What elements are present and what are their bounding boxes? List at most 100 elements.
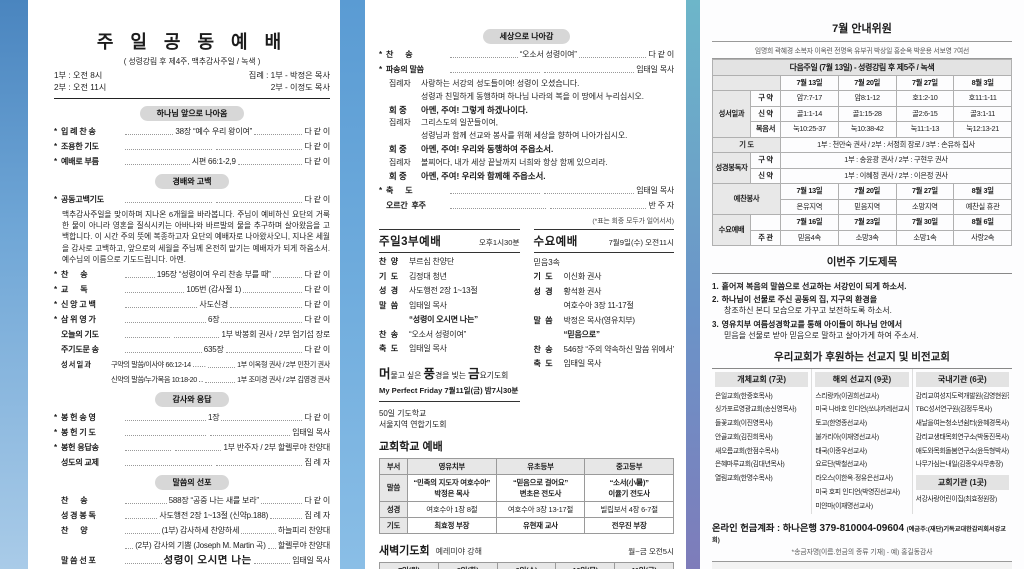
presider-1: 집례 : 1부 - 박정은 목사 bbox=[248, 71, 330, 80]
weekly-prayer-list: 1. 흩어져 복음의 말씀으로 선교하는 서강인이 되게 하소서. 2. 하나님이 … bbox=[712, 273, 1012, 341]
next-week-table: 다음주일 (7월 13일) - 성령강림 후 제5주 / 녹색 7월 13일 7… bbox=[712, 59, 1012, 246]
sending-rows: * 찬 송 “오소서 성령이여” 다 같 이 * 파송의 말씀 임태일 목사 bbox=[379, 49, 674, 75]
weekly-prayer-title: 이번주 기도제목 bbox=[826, 256, 898, 268]
service-item: 기 도 김정대 청년 bbox=[379, 271, 447, 281]
bulletin-page-services: 세상으로 나아감 * 찬 송 “오소서 성령이여” 다 같 이 * 파송의 말씀 임태일 목… bbox=[365, 0, 686, 569]
mission-item: 감리교여성지도력개발원(김영현원장) bbox=[915, 392, 1009, 400]
prayer-item: 1. 흩어져 복음의 말씀으로 선교하는 서강인이 되게 하소서. bbox=[712, 281, 907, 291]
offering-note: *송금자명[이름.헌금의 종류 기재] - 예) 홍길동감사 bbox=[791, 548, 933, 556]
liturgy-row: 주기도문 송 635장 다 같 이 bbox=[61, 345, 330, 355]
mission-item: 애도와목회돌봄연구소(윤득형박사) bbox=[915, 447, 1009, 455]
service-item: “성령이 오시면 나는” bbox=[409, 315, 478, 325]
page-subtitle: ( 성령강림 후 제4주, 맥추감사주일 / 녹색 ) bbox=[123, 57, 261, 66]
litany-line: 회 중 아멘, 주여! 그렇게 하겠나이다. bbox=[389, 105, 528, 116]
opening-rows: * 입 례 찬 송 38장 “예수 우리 왕이여” 다 같 이 * 조용한 기도 다 같 이… bbox=[54, 126, 330, 167]
mission-item: 새오름교회(한점수목사) bbox=[715, 447, 779, 455]
page-title: 주 일 공 동 예 배 bbox=[96, 32, 288, 52]
liturgy-row: * 조용한 기도 다 같 이 bbox=[54, 142, 330, 151]
litany-line: 회 중 아멘, 주여! 우리와 동행하여 주옵소서. bbox=[389, 144, 554, 155]
service-item: 찬 송 “오소서 성령이여” bbox=[379, 329, 467, 339]
ushers-title: 7월 안내위원 bbox=[832, 23, 892, 35]
liturgy-row: * 봉 헌 기 도 임태일 목사 bbox=[54, 428, 330, 438]
section-badge: 경배와 고백 bbox=[155, 174, 229, 189]
missions-domestic: 국내기관 (6곳) 감리교여성지도력개발원(김영현원장) TBC성서연구원(김정두… bbox=[911, 368, 1012, 514]
worship-header: 주 일 공 동 예 배 ( 성령강림 후 제4주, 맥추감사주일 / 녹색 ) … bbox=[54, 28, 330, 99]
litany-line: 집례자 사랑하는 서강의 성도들이여! 성령이 오셨습니다. bbox=[389, 79, 580, 88]
wednesday-host-group: 믿음3속 bbox=[533, 258, 561, 268]
prayer-school-note: 50일 기도학교 서울지역 연합기도회 bbox=[379, 408, 447, 429]
mission-item: 안골교회(김진희목사) bbox=[715, 433, 773, 441]
service-item: 축 도 임태일 목사 bbox=[533, 359, 602, 369]
liturgy-row: 성 서 일 과 구약의 말씀/이사야 66:12-14 …… 1부 이옥형 권사 /… bbox=[61, 360, 330, 370]
liturgy-row: 신약의 말씀/누가복음 10:18-20 ‥ 1부 조미경 권사 / 2부 김영경… bbox=[111, 375, 330, 385]
confession-text: 맥추감사주일을 맞이하며 지나온 6개월을 바라봅니다. 주님이 예비하신 요단… bbox=[62, 210, 330, 264]
litany-line: 성령님과 함께 선교와 봉사를 위해 세상을 향하여 나아가십시오. bbox=[421, 131, 628, 141]
mission-item: 열림교회(한명수목사) bbox=[715, 475, 773, 483]
liturgy-row: 찬 송 588장 “공중 나는 새를 보라” 다 같 이 bbox=[61, 496, 330, 506]
third-service-title: 주일3부예배 bbox=[379, 236, 442, 249]
confession-row: * 공동고백기도 다 같 이 bbox=[54, 194, 330, 205]
wednesday-service-time: 7월9일(수) 오전11시 bbox=[608, 238, 674, 248]
mission-item: 미얀마(이재명선교사) bbox=[815, 502, 873, 510]
liturgy-row: 성 경 봉 독 사도행전 2장 1~13절 (신약p.188) 집 례 자 bbox=[61, 511, 330, 521]
dawn-prayer-header: 새벽기도회 예레미야 강해 월~금 오전5시 bbox=[379, 542, 674, 558]
prayer-item: 2. 하나님이 선물로 주신 공동의 집, 지구의 환경을 창조하신 본디 모습으… bbox=[712, 295, 892, 315]
liturgy-row: * 파송의 말씀 임태일 목사 bbox=[379, 65, 674, 74]
section-badge: 세상으로 나아감 bbox=[482, 29, 571, 44]
service-item: 축 도 임태일 목사 bbox=[379, 344, 447, 354]
service-time-1: 1부 : 오전 8시 bbox=[54, 71, 103, 80]
worship-rows: * 찬 송 195장 “성령이여 우리 찬송 부를 때” 다 같 이 * 교 독 105번 … bbox=[54, 269, 330, 385]
offering-rows: * 봉 헌 송 영 1장 다 같 이 * 봉 헌 기 도 임태일 목사 * 봉헌 응답송 1부 반… bbox=[54, 412, 330, 468]
service-item: 성 경 황석환 권사 bbox=[533, 286, 602, 296]
liturgy-row: 오르간 후주 반 주 자 bbox=[386, 201, 674, 211]
service-item: 찬 양 부르심 찬양단 bbox=[379, 257, 454, 267]
dawn-prayer-time: 월~금 오전5시 bbox=[628, 546, 674, 556]
third-service-time: 오후1시30분 bbox=[478, 238, 520, 248]
missions-table: 개체교회 (7곳) 은일교회(한중호목사) 싱가포르영광교회(송신영목사) 들꽃교회… bbox=[712, 367, 1012, 514]
standing-note: (*표는 회중 모두가 일어서서) bbox=[592, 218, 674, 226]
section-badge: 하나님 앞으로 나아옴 bbox=[139, 106, 245, 121]
friday-prayer-meeting: 머물고 싶은 풍경을 빚는 금요기도회 My Perfect Friday 7월… bbox=[379, 363, 520, 402]
mission-item: 은일교회(한중호목사) bbox=[715, 392, 773, 400]
section-badge: 말씀의 선포 bbox=[155, 475, 229, 491]
left-edge-gradient bbox=[0, 0, 28, 569]
mission-item: 불가리아(이재영선교사) bbox=[815, 433, 879, 441]
account-holder: (예금주:(재단)기독교대한감리회서강교회) bbox=[712, 525, 1006, 544]
missions-title: 우리교회가 후원하는 선교지 및 비전교회 bbox=[774, 350, 950, 363]
service-item: 성 경 사도행전 2장 1~13절 bbox=[379, 286, 478, 296]
mission-item: TBC성서연구원(김정두목사) bbox=[915, 406, 992, 414]
page-divider-gradient-purple bbox=[686, 0, 700, 569]
bulletin-page-worship-order: 주 일 공 동 예 배 ( 성령강림 후 제4주, 맥추감사주일 / 녹색 ) … bbox=[28, 0, 340, 569]
section-badge: 감사와 응답 bbox=[155, 392, 229, 408]
liturgy-row: * 공동고백기도 다 같 이 bbox=[54, 195, 330, 204]
liturgy-row: 성도의 교제 집 례 자 bbox=[61, 458, 330, 468]
mission-item: 라오스(이한옥·정유은선교사) bbox=[815, 475, 893, 483]
service-item: 말 씀 박정은 목사(영유치부) bbox=[533, 315, 636, 325]
wednesday-service-title: 수요예배 bbox=[533, 236, 578, 249]
offering-account: 온라인 헌금계좌 : 하나은행 379-810004-09604 (예금주:(재… bbox=[712, 522, 1006, 544]
church-school-table: 부서 영유치부 유초등부 중고등부 말씀 “민족의 지도자 여호수아” 박정은 목… bbox=[379, 457, 674, 534]
litany-line: 집례자 그리스도의 일꾼들이여, bbox=[389, 118, 498, 128]
dawn-prayer-series: 예레미야 강해 bbox=[435, 546, 482, 556]
service-times: 1부 : 오전 8시 2부 : 오전 11시 집례 : 1부 - 박정은 목사 … bbox=[54, 70, 330, 99]
liturgy-row: * 신 앙 고 백 사도신경 다 같 이 bbox=[54, 300, 330, 310]
service-time-2: 2부 : 오전 11시 bbox=[54, 83, 107, 92]
litany-line: 성령과 친밀하게 동행하며 하나님 나라의 복을 이 땅에서 누리십시오. bbox=[421, 92, 644, 102]
service-item: 여호수아 3장 11-17절 bbox=[563, 301, 634, 311]
third-service-items: 찬 양 부르심 찬양단 기 도 김정대 청년 성 경 사도행전 2장 1~13절 말 씀 임태… bbox=[379, 257, 520, 355]
litany-line: 집례자 볼찌어다, 내가 세상 끝날까지 너희와 항상 함께 있으리라. bbox=[389, 157, 608, 167]
liturgy-row: * 찬 송 195장 “성령이여 우리 찬송 부를 때” 다 같 이 bbox=[54, 270, 330, 280]
liturgy-row: * 봉헌 응답송 1부 반주자 / 2부 할렐루야 찬양대 bbox=[54, 443, 330, 453]
benediction-rows: * 축 도 임태일 목사 오르간 후주 반 주 자 bbox=[379, 185, 674, 211]
liturgy-row: * 교 독 105번 (감사절 1) 다 같 이 bbox=[54, 285, 330, 295]
church-school-title: 교회학교 예배 bbox=[379, 440, 443, 453]
mission-item: 나무가심는내일(김종우사무총장) bbox=[915, 461, 1004, 469]
liturgy-row: 찬 양 (1부) 감사하세 찬양하세 하늘피리 찬양대 bbox=[61, 526, 330, 536]
mission-item: 들꽃교회(이진영목사) bbox=[715, 420, 773, 428]
mission-item: 미국 호피 인디언(박영진선교사) bbox=[815, 489, 900, 497]
service-item: 기 도 이신화 권사 bbox=[533, 272, 602, 282]
dawn-prayer-table: 7일(월)8일(화)9일(수)10일(목)11일(금) 렘31:27-34이정도… bbox=[379, 561, 674, 569]
